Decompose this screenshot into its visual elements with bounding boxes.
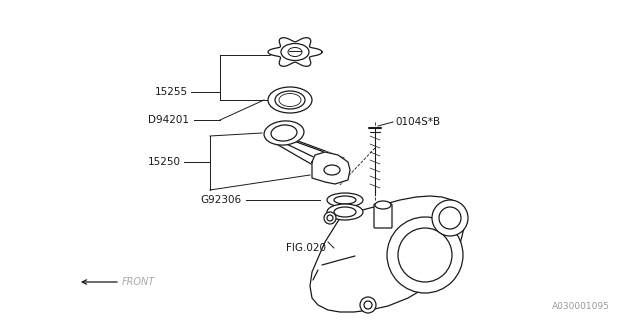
Circle shape: [387, 217, 463, 293]
Ellipse shape: [264, 121, 304, 145]
Ellipse shape: [334, 196, 356, 204]
Text: 15255: 15255: [155, 87, 188, 97]
Ellipse shape: [288, 47, 302, 57]
Circle shape: [398, 228, 452, 282]
Text: D94201: D94201: [148, 115, 189, 125]
Circle shape: [324, 212, 336, 224]
Circle shape: [360, 297, 376, 313]
Text: 15250: 15250: [148, 157, 181, 167]
Polygon shape: [310, 196, 464, 312]
Ellipse shape: [279, 93, 301, 107]
Text: FIG.020: FIG.020: [286, 243, 326, 253]
Text: G92306: G92306: [200, 195, 241, 205]
Ellipse shape: [268, 87, 312, 113]
Ellipse shape: [275, 91, 305, 109]
Text: A030001095: A030001095: [552, 302, 610, 311]
Ellipse shape: [327, 204, 363, 220]
Ellipse shape: [271, 125, 297, 141]
Circle shape: [327, 215, 333, 221]
Ellipse shape: [324, 165, 340, 175]
Circle shape: [432, 200, 468, 236]
Text: FRONT: FRONT: [122, 277, 156, 287]
Polygon shape: [268, 38, 322, 66]
Ellipse shape: [327, 193, 363, 207]
Circle shape: [439, 207, 461, 229]
Ellipse shape: [334, 207, 356, 217]
Text: 0104S*B: 0104S*B: [395, 117, 440, 127]
Polygon shape: [312, 152, 350, 184]
Circle shape: [364, 301, 372, 309]
FancyBboxPatch shape: [374, 204, 392, 228]
Ellipse shape: [281, 44, 309, 60]
Ellipse shape: [375, 201, 391, 209]
